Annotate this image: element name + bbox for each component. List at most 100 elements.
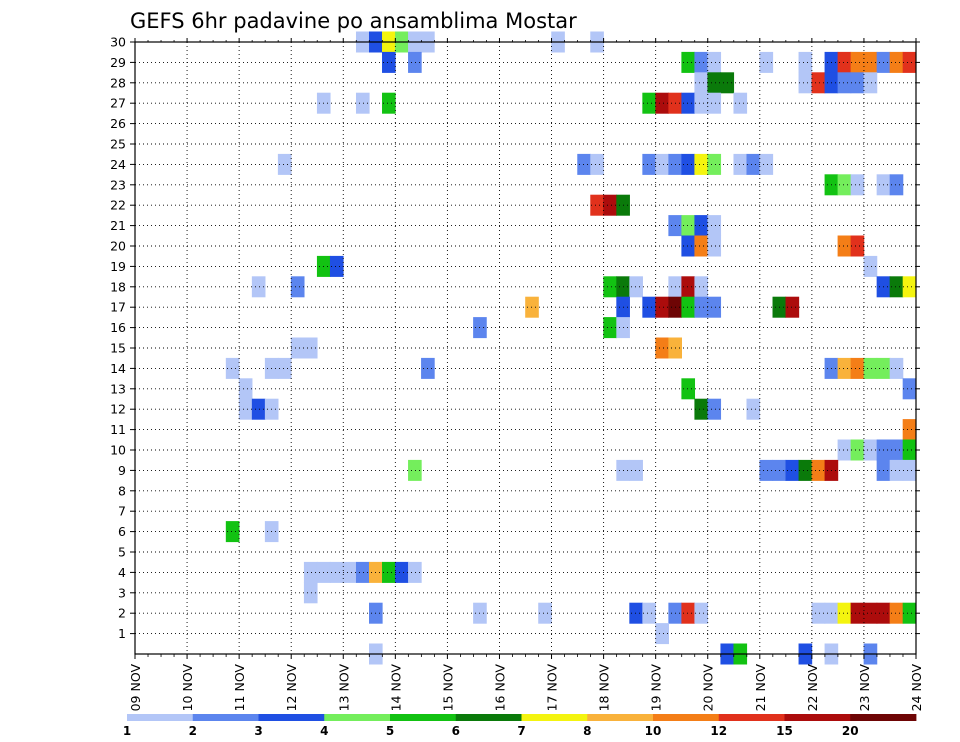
heatmap-cell [382,561,396,583]
heatmap-cell [889,276,904,298]
legend-swatch [850,714,917,721]
heatmap-cell [707,398,722,420]
heatmap-cells [225,31,917,665]
heatmap-cell [837,51,852,73]
heatmap-cell [746,398,761,420]
heatmap-cell [863,72,878,94]
heatmap-cell [681,51,696,73]
heatmap-cell [850,174,865,196]
heatmap-cell [694,602,709,624]
heatmap-cell [629,276,643,298]
heatmap-cell [694,51,709,73]
y-tick-label: 8 [118,483,126,498]
heatmap-cell [681,602,696,624]
heatmap-cell [837,235,852,257]
heatmap-cell [902,439,917,461]
heatmap-cell [733,153,748,175]
heatmap-cell [798,72,813,94]
heatmap-cell [837,357,852,379]
legend-label: 20 [842,724,859,738]
legend-swatch [127,714,194,721]
heatmap-cell [629,459,643,481]
y-tick-label: 6 [118,524,126,539]
heatmap-cell [642,92,656,114]
heatmap-cell [863,255,878,277]
x-tick-label: 09 NOV [128,664,143,712]
heatmap-cell [902,276,917,298]
heatmap-cell [225,521,240,543]
y-tick-label: 1 [118,626,126,641]
heatmap-cell [902,419,917,441]
heatmap-cell [902,51,917,73]
heatmap-cell [889,357,904,379]
heatmap-cell [850,51,865,73]
heatmap-cell [694,153,709,175]
heatmap-cell [759,51,774,73]
y-tick-label: 7 [118,504,126,519]
y-tick-label: 18 [110,279,126,294]
heatmap-cell [681,378,696,400]
legend-swatch [784,714,851,721]
heatmap-cell [889,174,904,196]
heatmap-cell [798,459,813,481]
y-tick-label: 9 [118,463,126,478]
legend-swatch [521,714,588,721]
y-tick-label: 10 [110,443,126,458]
x-tick-label: 20 NOV [701,664,716,712]
y-tick-label: 16 [110,320,126,335]
heatmap-cell [655,296,669,318]
heatmap-cell [707,51,722,73]
heatmap-cell [238,378,253,400]
heatmap-cell [577,153,591,175]
legend-swatch [390,714,457,721]
y-axis-tick-labels: 1234567891011121314151617181920212223242… [110,35,126,642]
y-tick-label: 22 [110,198,126,213]
legend-swatch [653,714,720,721]
heatmap-cell [850,72,865,94]
heatmap-cell [694,276,709,298]
heatmap-cell [707,72,722,94]
x-tick-label: 19 NOV [649,664,664,712]
heatmap-cell [603,317,617,339]
heatmap-cell [681,92,696,114]
heatmap-cell [889,602,904,624]
heatmap-cell [681,215,696,237]
heatmap-cell [889,51,904,73]
heatmap-cell [694,92,709,114]
x-tick-label: 23 NOV [857,664,872,712]
x-tick-label: 11 NOV [232,664,247,712]
y-tick-label: 14 [110,361,126,376]
heatmap-cell [694,398,709,420]
heatmap-cell [811,459,826,481]
x-tick-label: 14 NOV [388,664,403,712]
heatmap-cell [681,235,696,257]
y-tick-label: 11 [110,422,126,437]
y-tick-label: 21 [110,218,126,233]
legend-label: 5 [386,724,394,738]
y-tick-label: 19 [110,259,126,274]
legend-label: 4 [320,724,328,738]
chart-title: GEFS 6hr padavine po ansamblima Mostar [130,9,577,33]
x-tick-label: 12 NOV [284,664,299,712]
y-tick-label: 17 [110,300,126,315]
heatmap-cell [746,153,761,175]
heatmap-cell [850,235,865,257]
y-tick-label: 3 [118,585,126,600]
heatmap-cell [408,459,422,481]
legend-label: 1 [123,724,131,738]
heatmap-cell [850,439,865,461]
heatmap-cell [850,357,865,379]
y-tick-label: 13 [110,381,126,396]
heatmap-cell [889,439,904,461]
legend-label: 7 [517,724,525,738]
heatmap-cell [759,459,774,481]
heatmap-cell [642,153,656,175]
heatmap-cell [277,153,292,175]
grid-lines [135,42,916,654]
y-tick-label: 30 [110,35,126,50]
heatmap-cell [655,623,669,645]
heatmap-cell [590,153,604,175]
heatmap-cell [303,561,318,583]
legend-label: 2 [189,724,197,738]
